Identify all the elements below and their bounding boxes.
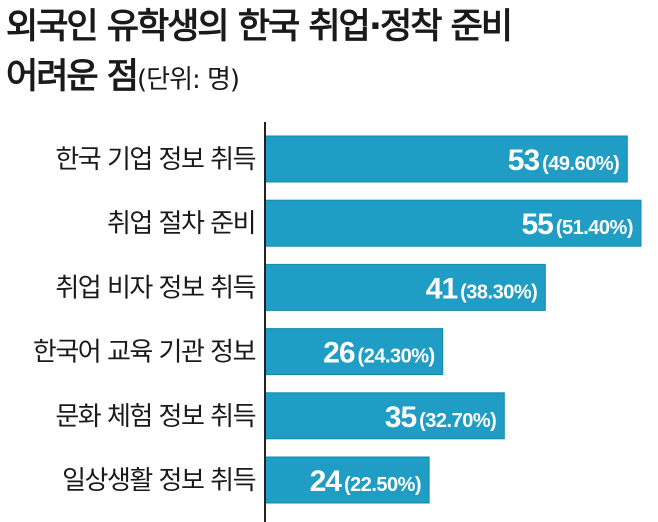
data-label-value: 55 xyxy=(521,208,553,241)
bar xyxy=(264,135,628,183)
bar xyxy=(264,456,430,504)
data-label: 26 (24.30%) xyxy=(323,337,435,370)
chart-title: 외국인 유학생의 한국 취업·정착 준비 어려운 점(단위: 명) xyxy=(6,2,656,105)
data-label-value: 26 xyxy=(323,337,355,370)
data-label-percent: (22.50%) xyxy=(344,474,421,496)
data-label-value: 24 xyxy=(310,465,343,498)
category-label: 한국어 교육 기관 정보 xyxy=(33,338,256,368)
category-label: 일상생활 정보 취득 xyxy=(62,466,255,496)
bar xyxy=(264,263,546,311)
data-label: 35 (32.70%) xyxy=(385,401,497,434)
data-label-percent: (24.30%) xyxy=(358,346,435,368)
title-line-2: 어려운 점(단위: 명) xyxy=(6,52,656,105)
category-label: 취업 절차 준비 xyxy=(107,209,255,239)
unit-label: (단위: 명) xyxy=(137,65,240,95)
data-label-value: 41 xyxy=(426,272,458,305)
data-label: 41 (38.30%) xyxy=(426,272,538,305)
bar xyxy=(264,328,444,376)
data-label-percent: (49.60%) xyxy=(542,153,619,175)
data-label: 53 (49.60%) xyxy=(508,144,620,177)
bar xyxy=(264,199,642,247)
data-label-percent: (38.30%) xyxy=(460,281,537,303)
data-label: 55 (51.40%) xyxy=(521,208,633,241)
title-line-1: 외국인 유학생의 한국 취업·정착 준비 xyxy=(6,7,513,47)
data-label-percent: (51.40%) xyxy=(556,217,633,239)
category-label: 문화 체험 정보 취득 xyxy=(55,402,255,432)
data-label: 24 (22.50%) xyxy=(310,465,422,498)
data-label-value: 35 xyxy=(385,401,417,434)
category-label: 취업 비자 정보 취득 xyxy=(55,273,255,303)
bar xyxy=(264,392,505,440)
category-label: 한국 기업 정보 취득 xyxy=(55,145,255,175)
data-label-value: 53 xyxy=(508,144,540,177)
title-line-2-text: 어려운 점 xyxy=(6,57,139,97)
data-label-percent: (32.70%) xyxy=(419,410,496,432)
